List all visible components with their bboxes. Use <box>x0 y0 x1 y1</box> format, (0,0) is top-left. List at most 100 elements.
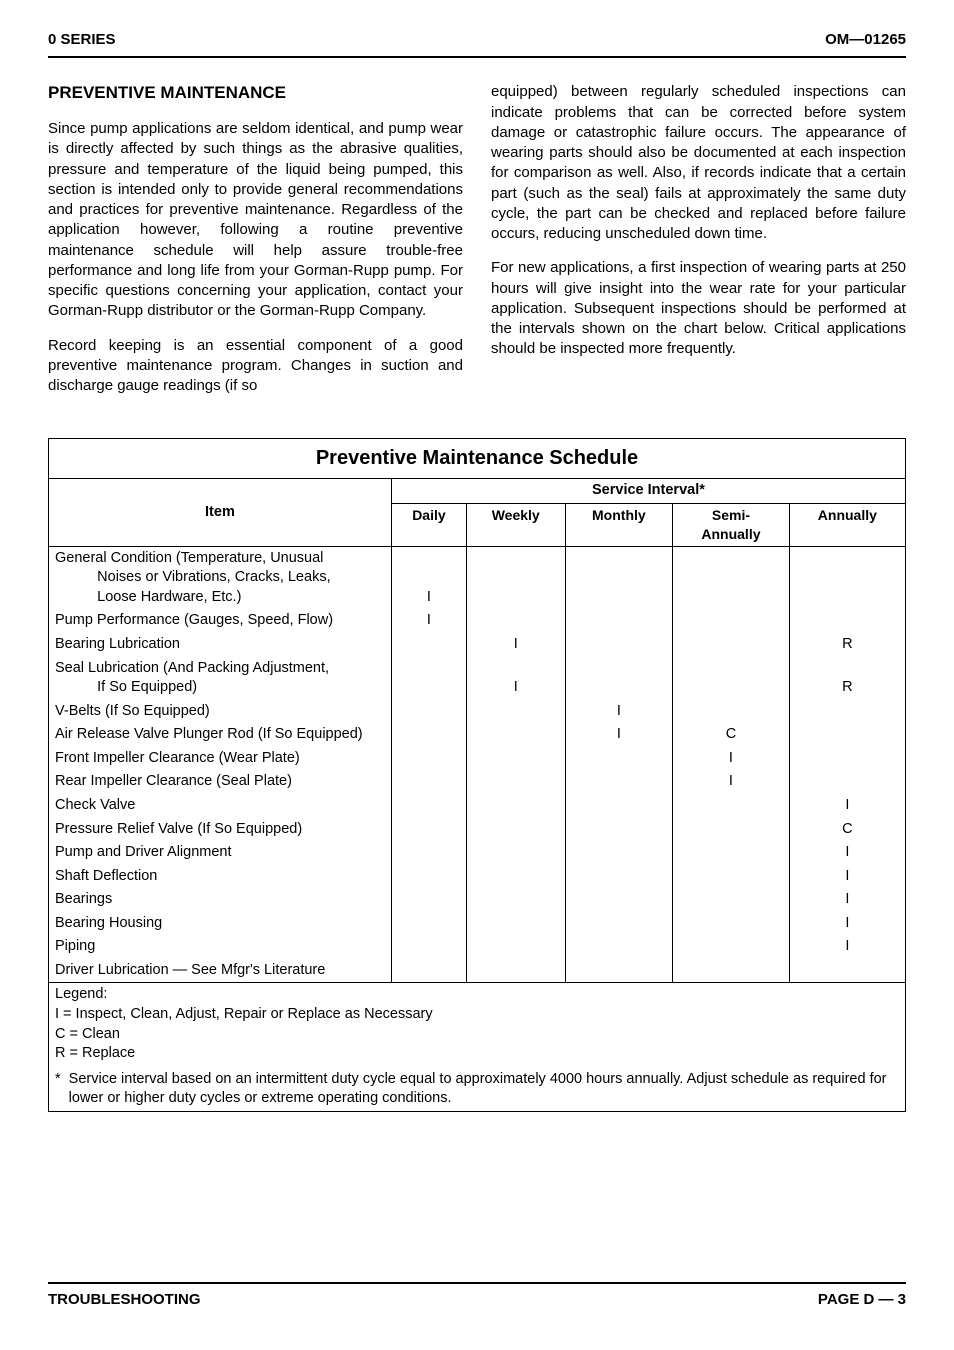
interval-cell <box>391 723 466 747</box>
interval-cell <box>789 747 905 771</box>
item-cell: Pump and Driver Alignment <box>49 841 391 865</box>
table-row: V-Belts (If So Equipped)I <box>49 700 905 724</box>
interval-cell <box>673 633 790 657</box>
interval-cell <box>466 912 565 936</box>
item-cell: General Condition (Temperature, Unusual … <box>49 546 391 609</box>
interval-cell: I <box>391 609 466 633</box>
schedule-legend-body: Legend: I = Inspect, Clean, Adjust, Repa… <box>49 983 905 1111</box>
content-columns: PREVENTIVE MAINTENANCE Since pump applic… <box>48 82 906 410</box>
schedule-box: Preventive Maintenance Schedule Item Ser… <box>48 438 906 1111</box>
interval-cell <box>466 723 565 747</box>
interval-cell: I <box>789 912 905 936</box>
table-row: General Condition (Temperature, Unusual … <box>49 546 905 609</box>
interval-col-header: Annually <box>789 504 905 547</box>
table-row: Front Impeller Clearance (Wear Plate) I <box>49 747 905 771</box>
interval-cell <box>673 865 790 889</box>
section-heading: PREVENTIVE MAINTENANCE <box>48 82 463 105</box>
item-cell: Shaft Deflection <box>49 865 391 889</box>
right-column: equipped) between regularly scheduled in… <box>491 82 906 410</box>
interval-cell <box>673 841 790 865</box>
table-row: Bearing HousingI <box>49 912 905 936</box>
table-row: Driver Lubrication — See Mfgr's Literatu… <box>49 959 905 983</box>
schedule-title: Preventive Maintenance Schedule <box>49 439 905 479</box>
interval-cell <box>673 935 790 959</box>
paragraph-2a: Record keeping is an essential component… <box>48 336 463 397</box>
interval-cell <box>466 865 565 889</box>
interval-cell <box>391 865 466 889</box>
interval-cell <box>565 888 673 912</box>
interval-cell: I <box>789 794 905 818</box>
header-left: 0 SERIES <box>48 30 116 50</box>
table-row: Bearing LubricationIR <box>49 633 905 657</box>
interval-cell: I <box>466 657 565 700</box>
interval-cell <box>391 959 466 983</box>
legend-line: C = Clean <box>55 1025 899 1045</box>
interval-cell <box>391 912 466 936</box>
interval-cell <box>565 747 673 771</box>
interval-cell: I <box>673 770 790 794</box>
legend-line: R = Replace <box>55 1044 899 1064</box>
table-row: Shaft Deflection I <box>49 865 905 889</box>
item-cell: Bearings <box>49 888 391 912</box>
interval-cell <box>565 818 673 842</box>
interval-cell <box>673 818 790 842</box>
interval-cell <box>466 546 565 609</box>
interval-cell <box>673 959 790 983</box>
interval-cell <box>466 700 565 724</box>
interval-cell <box>391 794 466 818</box>
footer-right: PAGE D — 3 <box>818 1290 906 1310</box>
interval-col-header: Monthly <box>565 504 673 547</box>
interval-cell: I <box>673 747 790 771</box>
paragraph-3: For new applications, a first inspection… <box>491 258 906 359</box>
schedule-table: Item Service Interval* DailyWeeklyMonthl… <box>49 479 905 1110</box>
item-cell: Front Impeller Clearance (Wear Plate) <box>49 747 391 771</box>
legend-title: Legend: <box>55 985 899 1005</box>
interval-cell: R <box>789 633 905 657</box>
interval-cell <box>565 633 673 657</box>
interval-cell <box>673 657 790 700</box>
interval-cell <box>565 657 673 700</box>
interval-cell <box>673 888 790 912</box>
interval-cell <box>466 747 565 771</box>
interval-cell <box>789 959 905 983</box>
schedule-tbody: General Condition (Temperature, Unusual … <box>49 546 905 983</box>
interval-cell <box>466 841 565 865</box>
paragraph-1: Since pump applications are seldom ident… <box>48 119 463 322</box>
interval-col-header: Daily <box>391 504 466 547</box>
interval-cell <box>391 818 466 842</box>
interval-col-header: Semi- Annually <box>673 504 790 547</box>
interval-cell: C <box>673 723 790 747</box>
legend-line: I = Inspect, Clean, Adjust, Repair or Re… <box>55 1005 899 1025</box>
interval-cell: I <box>565 700 673 724</box>
legend-cell: Legend: I = Inspect, Clean, Adjust, Repa… <box>49 983 905 1111</box>
footnote-text: Service interval based on an intermitten… <box>69 1070 899 1109</box>
table-row: Rear Impeller Clearance (Seal Plate)I <box>49 770 905 794</box>
footnote-mark: * <box>55 1070 61 1109</box>
interval-cell <box>789 546 905 609</box>
interval-cell <box>391 657 466 700</box>
table-row: Seal Lubrication (And Packing Adjustment… <box>49 657 905 700</box>
item-cell: Pressure Relief Valve (If So Equipped) <box>49 818 391 842</box>
interval-cell <box>565 609 673 633</box>
item-header: Item <box>49 479 391 546</box>
interval-cell <box>673 912 790 936</box>
interval-cell <box>673 794 790 818</box>
table-row: Check Valve I <box>49 794 905 818</box>
interval-cell: C <box>789 818 905 842</box>
left-column: PREVENTIVE MAINTENANCE Since pump applic… <box>48 82 463 410</box>
item-cell: Seal Lubrication (And Packing Adjustment… <box>49 657 391 700</box>
interval-cell: I <box>789 865 905 889</box>
interval-cell <box>466 888 565 912</box>
interval-cell <box>673 546 790 609</box>
interval-cell <box>789 770 905 794</box>
item-cell: Check Valve <box>49 794 391 818</box>
interval-cell: I <box>565 723 673 747</box>
page-footer: TROUBLESHOOTING PAGE D — 3 <box>48 1282 906 1310</box>
interval-cell <box>391 770 466 794</box>
interval-cell <box>466 935 565 959</box>
service-interval-header: Service Interval* <box>391 479 905 503</box>
interval-cell: I <box>789 841 905 865</box>
interval-cell <box>565 959 673 983</box>
interval-cell <box>673 700 790 724</box>
interval-cell <box>466 609 565 633</box>
